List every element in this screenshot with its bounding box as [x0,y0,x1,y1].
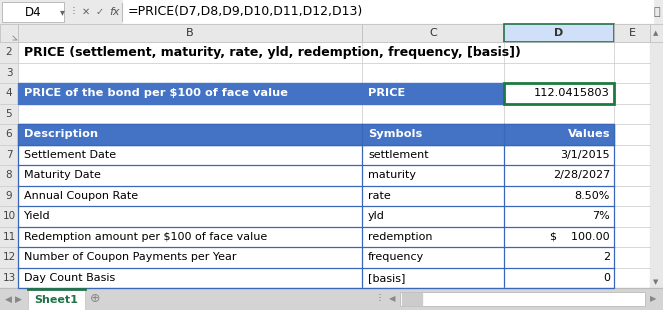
Text: redemption: redemption [368,232,432,242]
Bar [18,24,362,42]
Text: 8: 8 [6,170,13,180]
Text: 4: 4 [6,88,13,98]
Text: 3/1/2015: 3/1/2015 [560,150,610,160]
Bar [362,24,504,42]
Text: PRICE: PRICE [368,88,405,98]
Bar [18,83,504,104]
Bar [0,24,663,42]
Text: Description: Description [24,129,98,139]
Bar [650,24,663,42]
Text: D: D [554,28,564,38]
Text: 5: 5 [6,109,13,119]
Text: Annual Coupon Rate: Annual Coupon Rate [24,191,138,201]
Text: 10: 10 [3,211,15,221]
Text: ⌵: ⌵ [654,7,660,17]
Text: rate: rate [368,191,391,201]
Text: 7: 7 [6,150,13,160]
Text: 112.0415803: 112.0415803 [534,88,610,98]
Text: $    100.00: $ 100.00 [550,232,610,242]
Text: Yield: Yield [24,211,50,221]
Text: Sheet1: Sheet1 [34,295,78,305]
Bar [402,293,422,305]
Text: B: B [186,28,194,38]
Bar [504,83,614,104]
Bar [0,42,663,288]
Bar [18,124,614,144]
Text: 12: 12 [3,252,16,262]
Text: ⊕: ⊕ [90,293,100,305]
Text: 0: 0 [603,273,610,283]
Text: settlement: settlement [368,150,428,160]
Bar [614,24,650,42]
Bar [0,42,18,288]
Text: ✓: ✓ [96,7,104,17]
Text: Values: Values [568,129,610,139]
Text: 8.50%: 8.50% [575,191,610,201]
Text: [basis]: [basis] [368,273,405,283]
Bar [0,0,663,24]
Text: PRICE (settlement, maturity, rate, yld, redemption, frequency, [basis]): PRICE (settlement, maturity, rate, yld, … [24,46,521,59]
Bar [18,124,614,288]
Text: 6: 6 [6,129,13,139]
Bar [28,289,85,310]
Text: 11: 11 [3,232,16,242]
Text: 2: 2 [603,252,610,262]
Text: C: C [429,28,437,38]
Text: ▾: ▾ [60,7,64,17]
Bar [0,24,18,42]
Text: Number of Coupon Payments per Year: Number of Coupon Payments per Year [24,252,237,262]
Text: Redemption amount per $100 of face value: Redemption amount per $100 of face value [24,232,267,242]
Text: maturity: maturity [368,170,416,180]
Text: Maturity Date: Maturity Date [24,170,101,180]
Text: 7%: 7% [592,211,610,221]
Text: Day Count Basis: Day Count Basis [24,273,115,283]
Text: ◀: ◀ [5,294,11,303]
Text: ⁝: ⁝ [72,6,76,19]
Text: ⁝: ⁝ [378,293,382,305]
Text: 9: 9 [6,191,13,201]
Text: ✕: ✕ [82,7,90,17]
Bar [123,0,653,24]
Text: 2: 2 [6,47,13,57]
Text: ▶: ▶ [650,294,656,303]
Bar [400,292,645,306]
Text: Settlement Date: Settlement Date [24,150,116,160]
Bar [2,2,64,22]
Text: ▼: ▼ [653,279,658,285]
Bar [650,42,663,288]
Text: Symbols: Symbols [368,129,422,139]
Text: 13: 13 [3,273,16,283]
Text: frequency: frequency [368,252,424,262]
Text: =PRICE(D7,D8,D9,D10,D11,D12,D13): =PRICE(D7,D8,D9,D10,D11,D12,D13) [128,6,363,19]
Text: PRICE of the bond per $100 of face value: PRICE of the bond per $100 of face value [24,88,288,98]
Text: ▶: ▶ [15,294,21,303]
Text: fx: fx [109,7,119,17]
Bar [0,288,663,310]
Text: E: E [629,28,636,38]
Text: 2/28/2027: 2/28/2027 [553,170,610,180]
Bar [504,24,614,42]
Text: yld: yld [368,211,385,221]
Text: 3: 3 [6,68,13,78]
Text: ▲: ▲ [653,30,658,36]
Text: ◀: ◀ [389,294,395,303]
Text: D4: D4 [25,6,41,19]
